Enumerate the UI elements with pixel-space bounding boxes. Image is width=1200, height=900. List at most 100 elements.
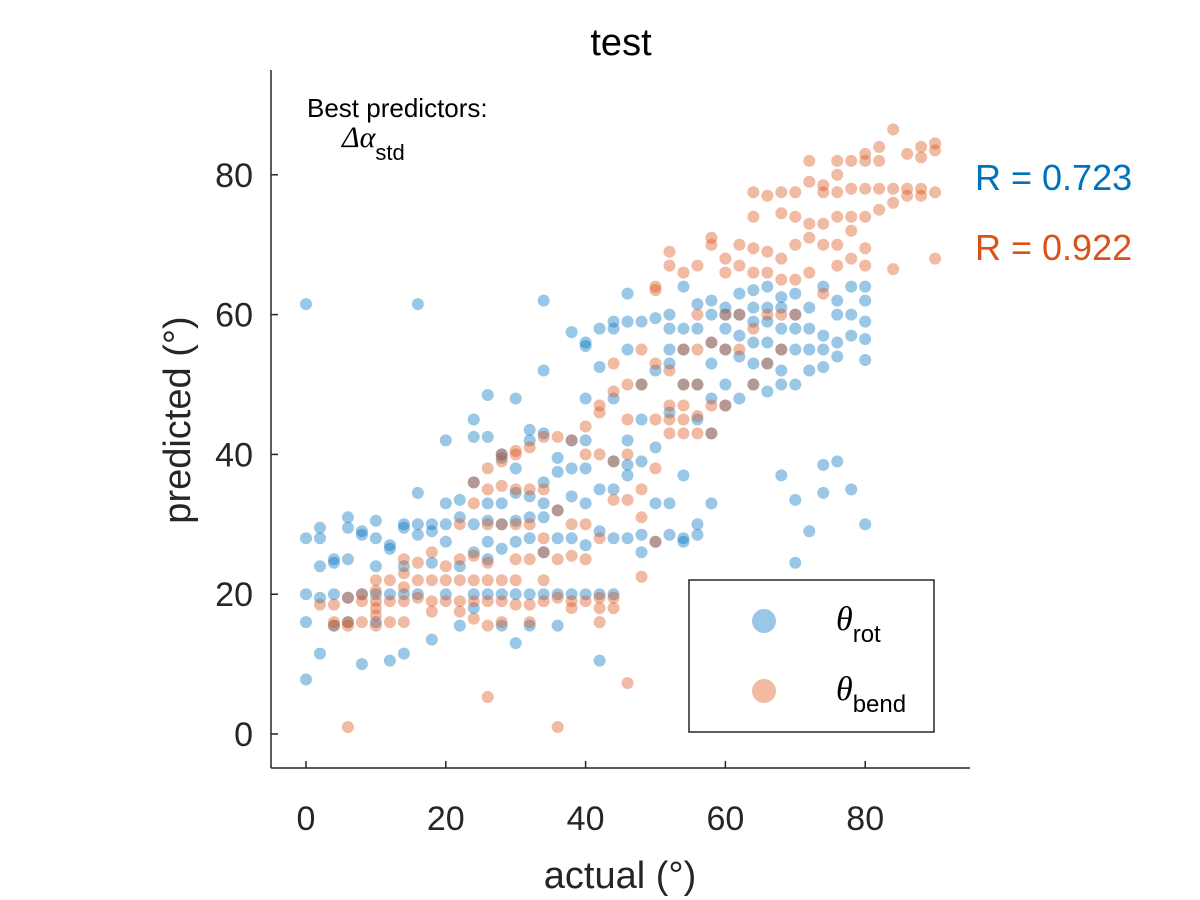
point-rot <box>397 518 410 531</box>
point-bend <box>859 147 872 160</box>
point-bend <box>509 553 522 566</box>
x-tick-label: 60 <box>706 800 744 838</box>
point-bend <box>481 595 494 608</box>
point-bend <box>509 598 522 611</box>
point-rot <box>761 357 774 370</box>
legend-bend-symbol: θ <box>836 671 853 708</box>
point-rot <box>537 588 550 601</box>
point-rot <box>537 427 550 440</box>
series-rot <box>300 280 872 686</box>
point-rot <box>803 301 816 314</box>
point-rot <box>579 336 592 349</box>
point-bend <box>663 364 676 377</box>
point-rot <box>733 329 746 342</box>
point-rot <box>481 514 494 527</box>
point-rot <box>425 525 438 538</box>
point-bend <box>677 427 690 440</box>
point-bend <box>425 595 438 608</box>
point-rot <box>341 511 354 524</box>
point-rot <box>747 378 760 391</box>
point-bend <box>789 238 802 251</box>
point-rot <box>817 486 830 499</box>
point-bend <box>817 238 830 251</box>
y-tick-label: 40 <box>215 436 253 474</box>
point-bend <box>663 427 676 440</box>
chart-title: test <box>590 22 652 64</box>
point-rot <box>495 518 508 531</box>
point-bend <box>803 266 816 279</box>
point-rot <box>775 469 788 482</box>
point-rot <box>607 392 620 405</box>
point-bend <box>481 518 494 531</box>
point-bend <box>607 602 620 615</box>
point-bend <box>719 266 732 279</box>
point-bend <box>775 186 788 199</box>
point-rot <box>369 514 382 527</box>
point-bend <box>663 399 676 412</box>
point-bend <box>481 556 494 569</box>
point-rot <box>831 294 844 307</box>
point-bend <box>817 179 830 192</box>
point-rot <box>383 539 396 552</box>
annotation-symbol: Δα <box>341 121 377 154</box>
point-rot <box>789 322 802 335</box>
point-rot <box>649 364 662 377</box>
point-bend <box>523 483 536 496</box>
point-bend <box>607 455 620 468</box>
point-rot <box>495 448 508 461</box>
point-rot <box>677 322 690 335</box>
point-bend <box>719 399 732 412</box>
point-rot <box>817 343 830 356</box>
point-bend <box>341 591 354 604</box>
point-rot <box>635 546 648 559</box>
point-bend <box>537 430 550 443</box>
point-rot <box>565 490 578 503</box>
point-bend <box>859 242 872 255</box>
point-rot <box>719 343 732 356</box>
point-rot <box>341 591 354 604</box>
point-rot <box>719 301 732 314</box>
point-rot <box>761 336 774 349</box>
point-bend <box>425 605 438 618</box>
point-rot <box>621 315 634 328</box>
point-rot <box>579 588 592 601</box>
point-bend <box>565 518 578 531</box>
point-rot <box>747 357 760 370</box>
point-bend <box>887 196 900 209</box>
point-rot <box>747 301 760 314</box>
point-rot <box>565 532 578 545</box>
point-bend <box>649 280 662 293</box>
point-bend <box>873 182 886 195</box>
point-rot <box>397 588 410 601</box>
point-bend <box>495 455 508 468</box>
point-bend <box>775 273 788 286</box>
point-bend <box>775 308 788 321</box>
point-rot <box>761 385 774 398</box>
point-rot <box>607 455 620 468</box>
point-bend <box>761 357 774 370</box>
point-rot <box>817 458 830 471</box>
point-rot <box>705 392 718 405</box>
point-bend <box>915 189 928 202</box>
point-rot <box>453 560 466 573</box>
point-rot <box>705 308 718 321</box>
point-rot <box>607 532 620 545</box>
point-rot <box>509 486 522 499</box>
point-rot <box>663 308 676 321</box>
point-bend <box>887 263 900 276</box>
point-rot <box>719 308 732 321</box>
point-bend <box>341 616 354 629</box>
point-rot <box>300 673 312 686</box>
point-bend <box>845 210 858 223</box>
point-bend <box>579 595 592 608</box>
point-rot <box>313 591 326 604</box>
point-rot <box>677 343 690 356</box>
point-bend <box>789 273 802 286</box>
point-rot <box>663 528 676 541</box>
point-bend <box>691 378 704 391</box>
point-bend <box>355 588 368 601</box>
point-rot <box>355 588 368 601</box>
point-bend <box>747 186 760 199</box>
point-bend <box>467 574 480 587</box>
point-rot <box>663 343 676 356</box>
